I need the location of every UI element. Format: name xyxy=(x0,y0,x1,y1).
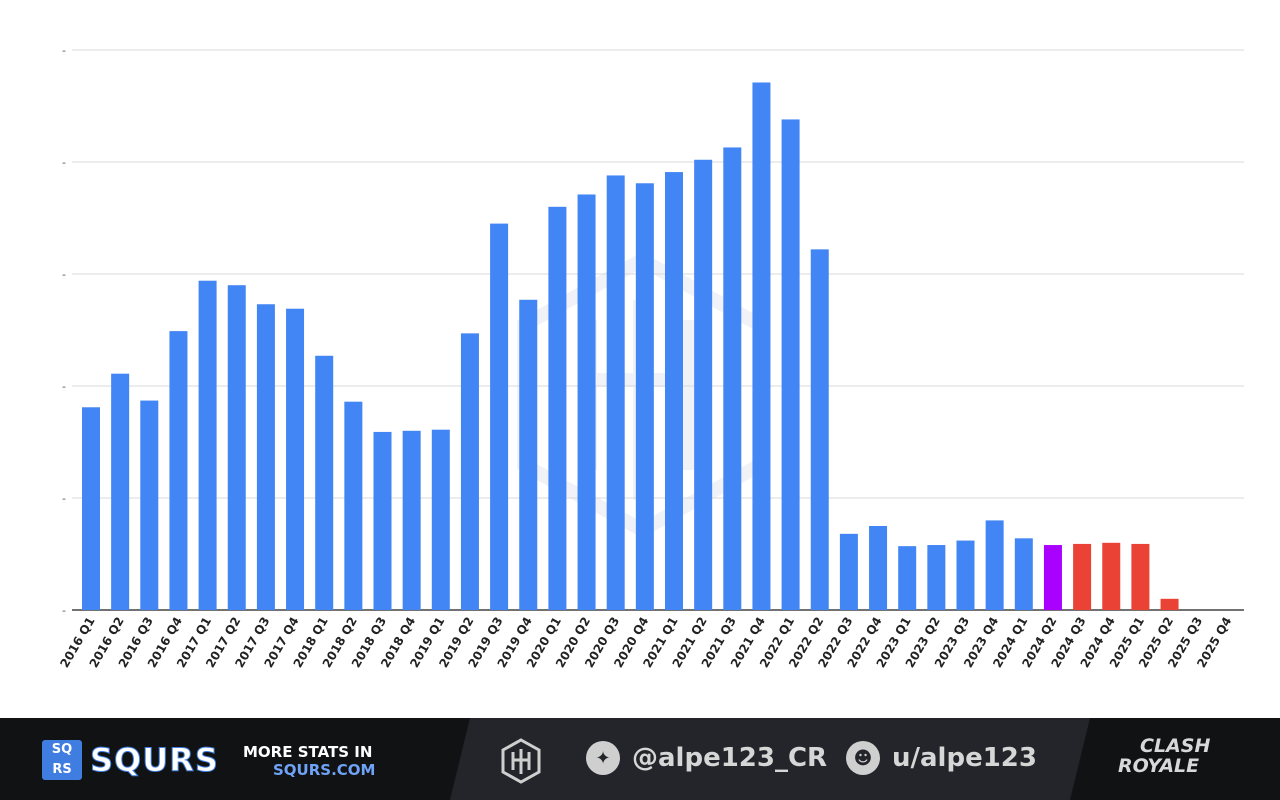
game-logo-line2: ROYALE xyxy=(1118,755,1200,777)
bar xyxy=(227,285,246,610)
squrs-brand[interactable]: SQ RS SQURS xyxy=(42,740,219,780)
twitter-handle: @alpe123_CR xyxy=(632,743,828,773)
promo-line1: MORE STATS IN xyxy=(243,743,373,761)
logo-letters-top: SQ xyxy=(51,742,73,757)
twitter-link[interactable]: ✦ @alpe123_CR xyxy=(586,741,827,775)
bar xyxy=(985,520,1004,610)
bar xyxy=(752,82,771,611)
bar xyxy=(256,304,275,610)
bar xyxy=(956,540,975,610)
y-tick-label: - xyxy=(62,604,66,617)
twitter-icon: ✦ xyxy=(586,741,620,775)
bar xyxy=(635,183,654,610)
squrs-logo-icon: SQ RS xyxy=(42,740,82,780)
bar xyxy=(1073,543,1092,610)
bar xyxy=(1160,598,1179,610)
bar xyxy=(1102,542,1121,610)
y-tick-label: - xyxy=(62,492,66,505)
bar xyxy=(315,355,334,610)
footer-bar: SQ RS SQURS MORE STATS IN SQURS.COM xyxy=(0,718,1280,800)
bar xyxy=(373,431,392,610)
reddit-link[interactable]: ☻ u/alpe123 xyxy=(846,741,1037,775)
bar xyxy=(548,206,567,611)
reddit-handle: u/alpe123 xyxy=(892,743,1037,773)
bar xyxy=(490,223,509,610)
bar xyxy=(169,331,188,610)
bar xyxy=(927,545,946,610)
bar xyxy=(839,533,858,610)
bar xyxy=(1043,545,1062,610)
reddit-icon: ☻ xyxy=(846,741,880,775)
bar xyxy=(694,159,713,610)
promo-text: MORE STATS IN SQURS.COM xyxy=(243,743,375,779)
y-tick-label: - xyxy=(62,156,66,169)
y-tick-label: - xyxy=(62,268,66,281)
logo-letters-bottom: RS xyxy=(52,762,72,777)
clash-royale-logo: CLASH ROYALE xyxy=(1118,736,1210,776)
bar xyxy=(460,333,479,610)
bar xyxy=(723,147,742,610)
bar xyxy=(344,401,363,610)
bar xyxy=(781,119,800,610)
bar xyxy=(111,373,130,610)
bar xyxy=(577,194,596,611)
bar xyxy=(198,280,217,610)
bar xyxy=(606,175,625,610)
bar xyxy=(810,249,829,611)
bar xyxy=(140,400,159,610)
brand-name: SQURS xyxy=(90,741,219,780)
bar xyxy=(431,429,450,610)
footer-social-panel xyxy=(450,718,1090,800)
y-tick-label: - xyxy=(62,44,66,57)
bar xyxy=(82,407,100,610)
bar xyxy=(519,299,538,610)
bar xyxy=(402,430,421,610)
bar xyxy=(1131,543,1150,610)
promo-link[interactable]: SQURS.COM xyxy=(273,761,376,779)
bar xyxy=(286,308,305,610)
bar xyxy=(665,172,683,610)
bar xyxy=(869,526,888,610)
hex-logo-icon xyxy=(501,738,541,784)
y-tick-label: - xyxy=(62,380,66,393)
bar xyxy=(898,546,917,610)
bar xyxy=(1014,538,1033,610)
game-logo-line1: CLASH xyxy=(1140,735,1211,757)
